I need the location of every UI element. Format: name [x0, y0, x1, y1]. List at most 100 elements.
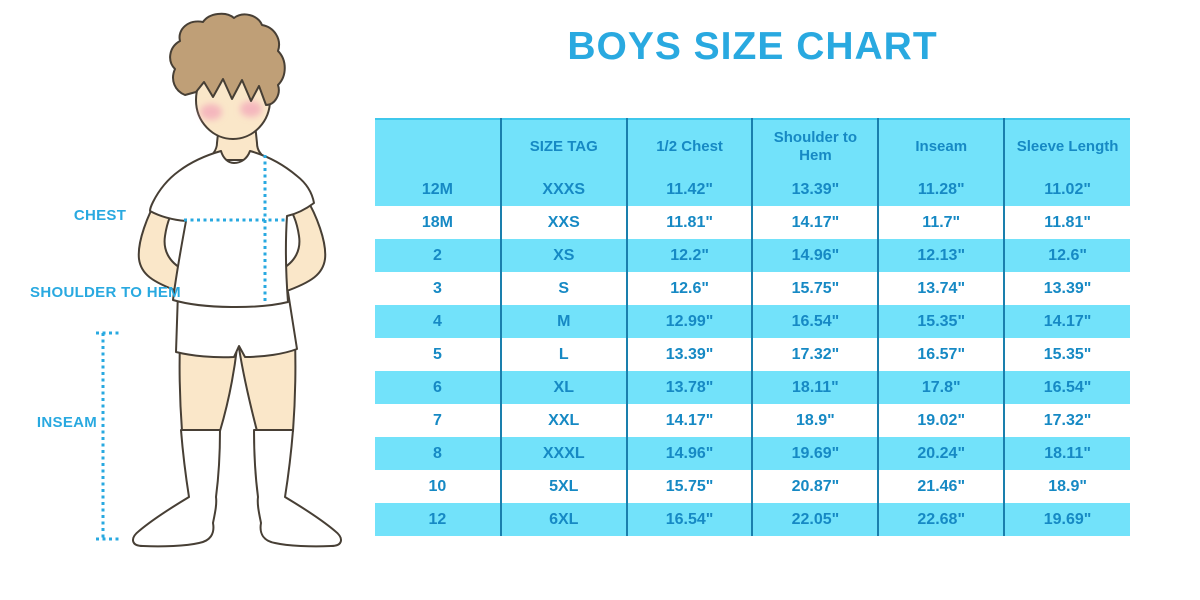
inseam-label: INSEAM [36, 414, 98, 431]
page-title: BOYS SIZE CHART [567, 25, 938, 68]
cell-shoulder-to-hem: 17.32" [752, 338, 880, 371]
size-table-header: SIZE TAG 1/2 Chest Shoulder to Hem Insea… [375, 118, 1130, 173]
cell-shoulder-to-hem: 14.17" [752, 206, 880, 239]
cell-sleeve-length: 15.35" [1004, 338, 1130, 371]
cell-size: 7 [375, 404, 502, 437]
cell-size: 6 [375, 371, 502, 404]
table-row: 7 XXL 14.17" 18.9" 19.02" 17.32" [375, 404, 1130, 437]
cell-inseam: 11.28" [878, 173, 1006, 206]
cell-shoulder-to-hem: 16.54" [752, 305, 880, 338]
cell-inseam: 19.02" [878, 404, 1006, 437]
cell-size: 5 [375, 338, 502, 371]
cell-sleeve-length: 18.9" [1004, 470, 1130, 503]
t-shirt [149, 150, 315, 309]
cell-size: 12 [375, 503, 502, 536]
cell-half-chest: 12.6" [626, 272, 754, 305]
cell-sleeve-length: 12.6" [1004, 239, 1130, 272]
rosy-cheeks [200, 101, 262, 120]
header-size [375, 118, 502, 173]
cell-inseam: 17.8" [878, 371, 1006, 404]
cell-size-tag: XL [500, 371, 628, 404]
cell-shoulder-to-hem: 20.87" [752, 470, 880, 503]
cell-shoulder-to-hem: 14.96" [752, 239, 880, 272]
boy-figure-illustration [96, 12, 342, 548]
cell-sleeve-length: 18.11" [1004, 437, 1130, 470]
size-table-body: 12M XXXS 11.42" 13.39" 11.28" 11.02" 18M… [375, 173, 1130, 536]
cell-inseam: 21.46" [878, 470, 1006, 503]
cell-half-chest: 12.2" [626, 239, 754, 272]
cell-sleeve-length: 17.32" [1004, 404, 1130, 437]
hair [169, 12, 286, 106]
cell-inseam: 22.68" [878, 503, 1006, 536]
cell-half-chest: 14.96" [626, 437, 754, 470]
cell-sleeve-length: 16.54" [1004, 371, 1130, 404]
cell-sleeve-length: 19.69" [1004, 503, 1130, 536]
cell-size: 2 [375, 239, 502, 272]
figure-area: CHEST SHOULDER TO HEM INSEAM [0, 0, 370, 600]
cell-size-tag: XS [500, 239, 628, 272]
cell-inseam: 15.35" [878, 305, 1006, 338]
cell-size: 3 [375, 272, 502, 305]
cell-half-chest: 16.54" [626, 503, 754, 536]
cell-shoulder-to-hem: 18.9" [752, 404, 880, 437]
cell-half-chest: 15.75" [626, 470, 754, 503]
left-sock [132, 429, 221, 548]
table-row: 5 L 13.39" 17.32" 16.57" 15.35" [375, 338, 1130, 371]
header-row: SIZE TAG 1/2 Chest Shoulder to Hem Insea… [375, 118, 1130, 173]
table-row: 8 XXXL 14.96" 19.69" 20.24" 18.11" [375, 437, 1130, 470]
cell-size-tag: XXS [500, 206, 628, 239]
header-inseam: Inseam [878, 118, 1006, 173]
cell-half-chest: 13.39" [626, 338, 754, 371]
cell-shoulder-to-hem: 19.69" [752, 437, 880, 470]
table-row: 4 M 12.99" 16.54" 15.35" 14.17" [375, 305, 1130, 338]
cell-size-tag: XXL [500, 404, 628, 437]
right-sock [253, 429, 342, 548]
cell-size-tag: S [500, 272, 628, 305]
cell-inseam: 16.57" [878, 338, 1006, 371]
cell-size-tag: 6XL [500, 503, 628, 536]
cell-shoulder-to-hem: 18.11" [752, 371, 880, 404]
table-row: 10 5XL 15.75" 20.87" 21.46" 18.9" [375, 470, 1130, 503]
cell-size: 18M [375, 206, 502, 239]
cell-size: 8 [375, 437, 502, 470]
cell-size-tag: L [500, 338, 628, 371]
size-table: SIZE TAG 1/2 Chest Shoulder to Hem Insea… [375, 118, 1130, 536]
cell-size-tag: XXXL [500, 437, 628, 470]
shoulder-to-hem-label: SHOULDER TO HEM [30, 284, 181, 301]
cell-half-chest: 11.42" [626, 173, 754, 206]
cell-half-chest: 14.17" [626, 404, 754, 437]
cell-size-tag: M [500, 305, 628, 338]
header-sleeve-length: Sleeve Length [1004, 118, 1130, 173]
header-size-tag: SIZE TAG [500, 118, 628, 173]
cell-size-tag: 5XL [500, 470, 628, 503]
cell-shoulder-to-hem: 13.39" [752, 173, 880, 206]
cell-sleeve-length: 11.81" [1004, 206, 1130, 239]
cell-shoulder-to-hem: 15.75" [752, 272, 880, 305]
cell-size: 12M [375, 173, 502, 206]
cell-size-tag: XXXS [500, 173, 628, 206]
cell-half-chest: 11.81" [626, 206, 754, 239]
header-shoulder-to-hem: Shoulder to Hem [752, 118, 880, 173]
table-row: 6 XL 13.78" 18.11" 17.8" 16.54" [375, 371, 1130, 404]
table-row: 12 6XL 16.54" 22.05" 22.68" 19.69" [375, 503, 1130, 536]
table-row: 3 S 12.6" 15.75" 13.74" 13.39" [375, 272, 1130, 305]
cell-sleeve-length: 11.02" [1004, 173, 1130, 206]
cell-half-chest: 13.78" [626, 371, 754, 404]
cell-inseam: 13.74" [878, 272, 1006, 305]
table-row: 18M XXS 11.81" 14.17" 11.7" 11.81" [375, 206, 1130, 239]
cell-inseam: 20.24" [878, 437, 1006, 470]
cell-sleeve-length: 13.39" [1004, 272, 1130, 305]
table-row: 12M XXXS 11.42" 13.39" 11.28" 11.02" [375, 173, 1130, 206]
header-half-chest: 1/2 Chest [626, 118, 754, 173]
cell-shoulder-to-hem: 22.05" [752, 503, 880, 536]
cell-inseam: 11.7" [878, 206, 1006, 239]
cell-size: 4 [375, 305, 502, 338]
chest-label: CHEST [73, 207, 127, 224]
cell-half-chest: 12.99" [626, 305, 754, 338]
cell-inseam: 12.13" [878, 239, 1006, 272]
shorts [175, 291, 298, 359]
table-row: 2 XS 12.2" 14.96" 12.13" 12.6" [375, 239, 1130, 272]
cell-size: 10 [375, 470, 502, 503]
cell-sleeve-length: 14.17" [1004, 305, 1130, 338]
